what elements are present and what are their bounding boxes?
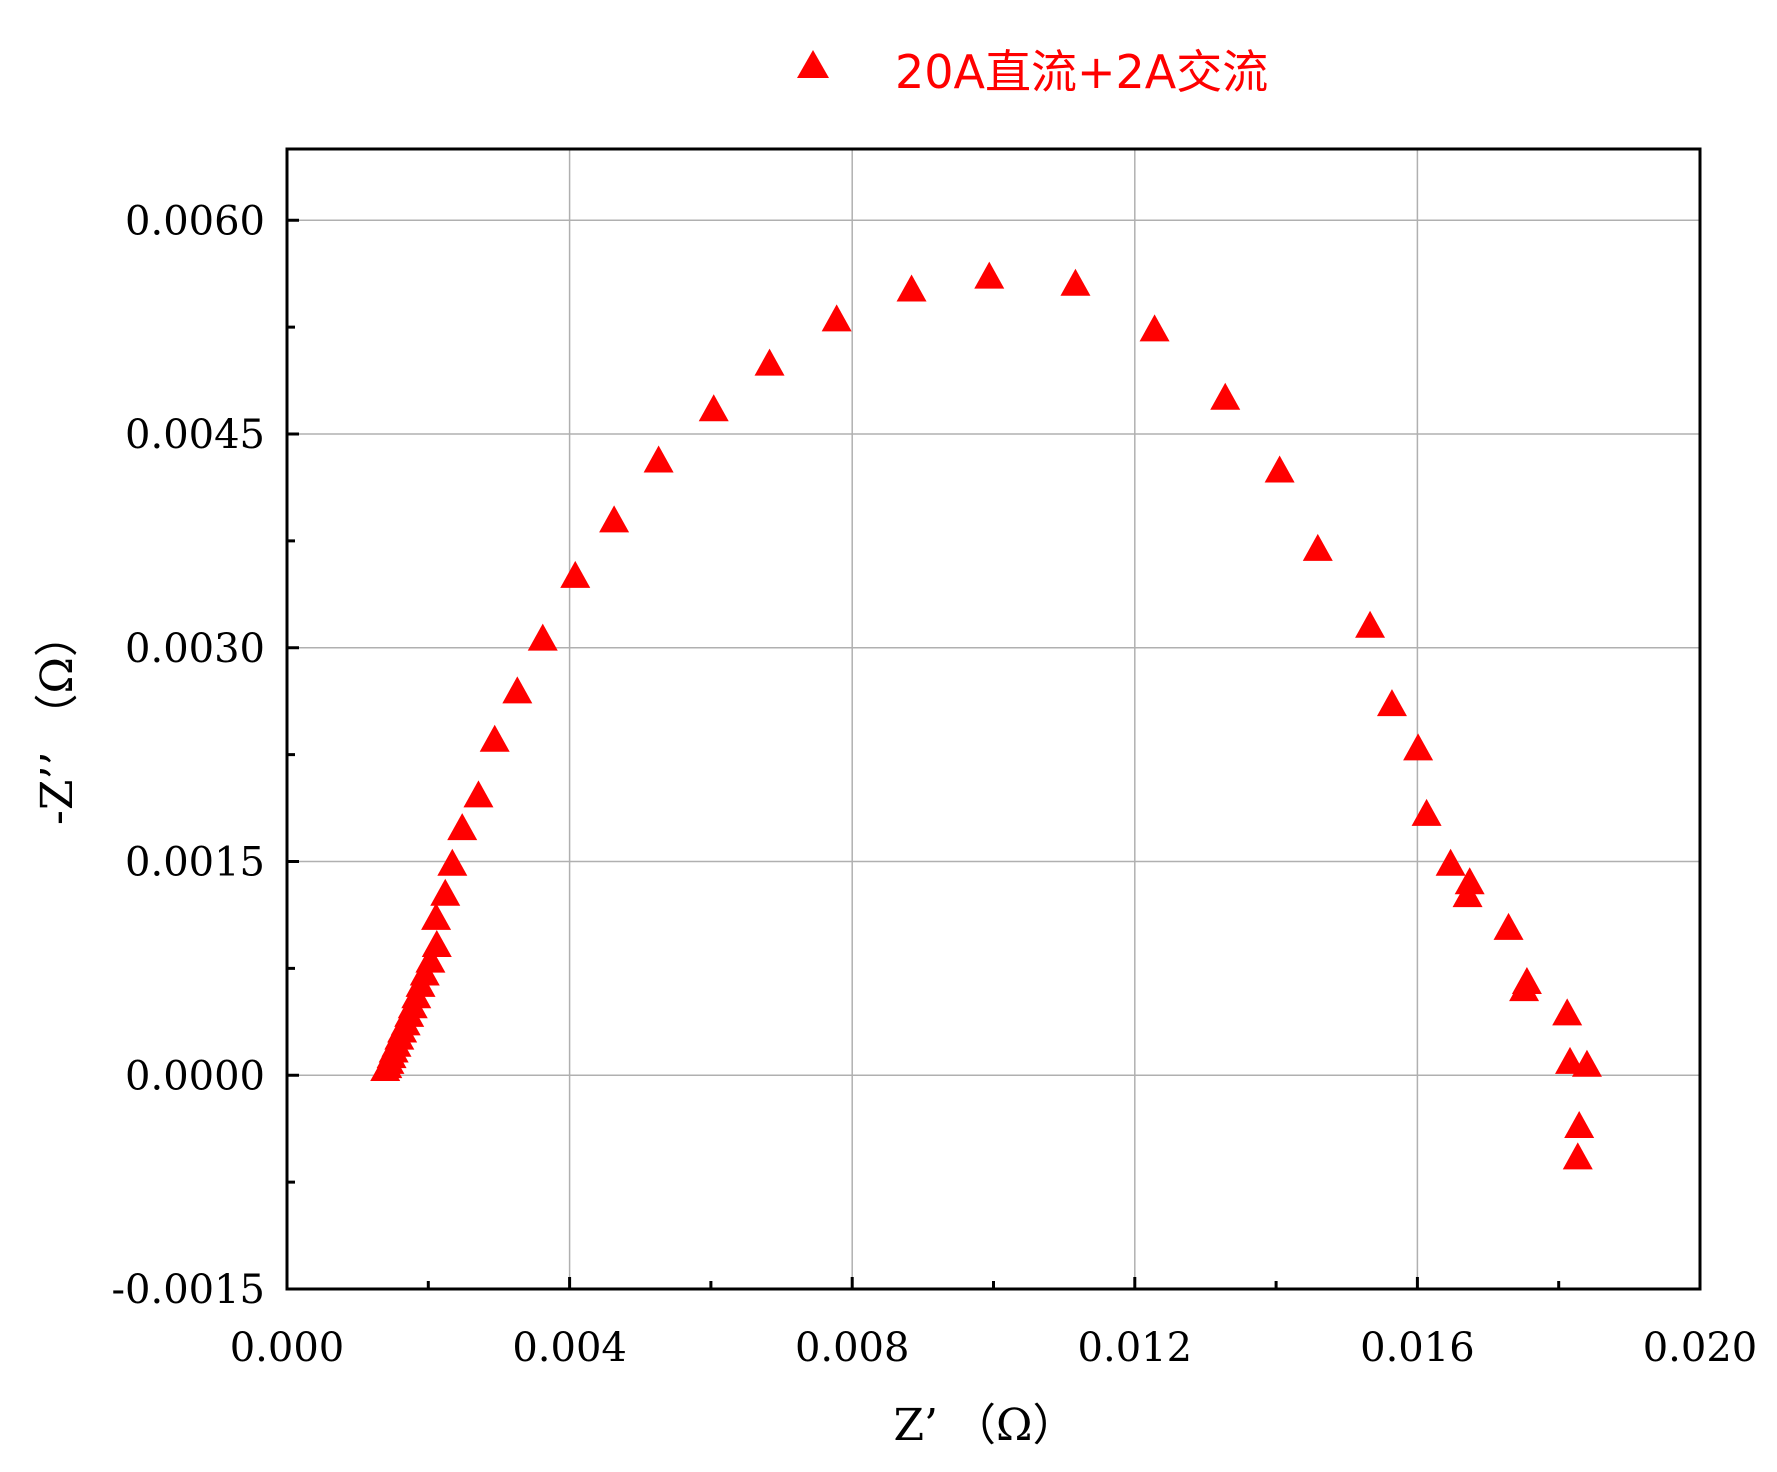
data-point-33 bbox=[1139, 314, 1170, 342]
y-tick-label: -0.0015 bbox=[112, 1267, 265, 1313]
x-axis-title: Z’ （Ω） bbox=[893, 1400, 1076, 1451]
y-tick-label: 0.0045 bbox=[125, 412, 265, 458]
data-point-26 bbox=[643, 445, 674, 473]
data-point-36 bbox=[1302, 533, 1333, 561]
data-point-19 bbox=[447, 813, 478, 841]
grid bbox=[287, 149, 1700, 1289]
data-point-43 bbox=[1452, 880, 1483, 908]
legend-label: 20A直流+2A交流 bbox=[895, 45, 1268, 99]
data-point-40 bbox=[1411, 798, 1442, 826]
x-tick-label: 0.020 bbox=[1643, 1325, 1758, 1371]
data-point-30 bbox=[896, 274, 927, 302]
data-point-31 bbox=[974, 261, 1005, 289]
data-point-49 bbox=[1571, 1049, 1602, 1077]
data-point-29 bbox=[821, 304, 852, 332]
y-tick-label: 0.0060 bbox=[125, 198, 265, 244]
data-point-25 bbox=[599, 505, 630, 533]
data-point-50 bbox=[1564, 1110, 1595, 1138]
data-point-37 bbox=[1355, 610, 1386, 638]
data-points bbox=[370, 261, 1602, 1170]
data-point-44 bbox=[1493, 912, 1524, 940]
data-point-39 bbox=[1403, 733, 1434, 761]
data-point-22 bbox=[502, 676, 533, 704]
data-point-24 bbox=[560, 560, 591, 588]
data-point-15 bbox=[421, 930, 452, 957]
ticks: 0.000 0.004 0.008 0.012 0.016 0.020 -0.0015 0.0… bbox=[112, 198, 1758, 1371]
data-point-41 bbox=[1435, 848, 1466, 876]
y-axis-title: -Z’’ （Ω） bbox=[32, 613, 83, 825]
y-tick-label: 0.0015 bbox=[125, 840, 265, 886]
data-point-16 bbox=[421, 902, 452, 930]
legend-marker-triangle bbox=[797, 50, 829, 78]
x-tick-label: 0.016 bbox=[1360, 1325, 1475, 1371]
data-point-23 bbox=[527, 623, 558, 651]
data-point-18 bbox=[437, 848, 468, 876]
data-point-51 bbox=[1562, 1142, 1593, 1170]
x-tick-label: 0.012 bbox=[1078, 1325, 1193, 1371]
y-tick-label: 0.0000 bbox=[125, 1053, 265, 1099]
data-point-20 bbox=[463, 780, 494, 808]
data-point-47 bbox=[1552, 998, 1583, 1026]
plot-frame bbox=[285, 147, 1702, 1291]
data-point-17 bbox=[430, 878, 461, 906]
y-tick-label: 0.0030 bbox=[125, 626, 265, 672]
data-point-46 bbox=[1509, 974, 1540, 1002]
data-point-42 bbox=[1454, 867, 1485, 895]
data-point-14 bbox=[415, 945, 446, 973]
data-point-38 bbox=[1376, 689, 1407, 717]
x-tick-label: 0.000 bbox=[230, 1325, 345, 1371]
x-tick-label: 0.004 bbox=[512, 1325, 627, 1371]
x-tick-label: 0.008 bbox=[795, 1325, 910, 1371]
data-point-21 bbox=[479, 724, 510, 752]
data-point-28 bbox=[754, 348, 785, 376]
data-point-34 bbox=[1210, 382, 1241, 410]
legend: 20A直流+2A交流 bbox=[797, 45, 1268, 99]
data-point-32 bbox=[1060, 268, 1091, 296]
data-point-35 bbox=[1264, 455, 1295, 483]
data-point-27 bbox=[698, 394, 729, 422]
